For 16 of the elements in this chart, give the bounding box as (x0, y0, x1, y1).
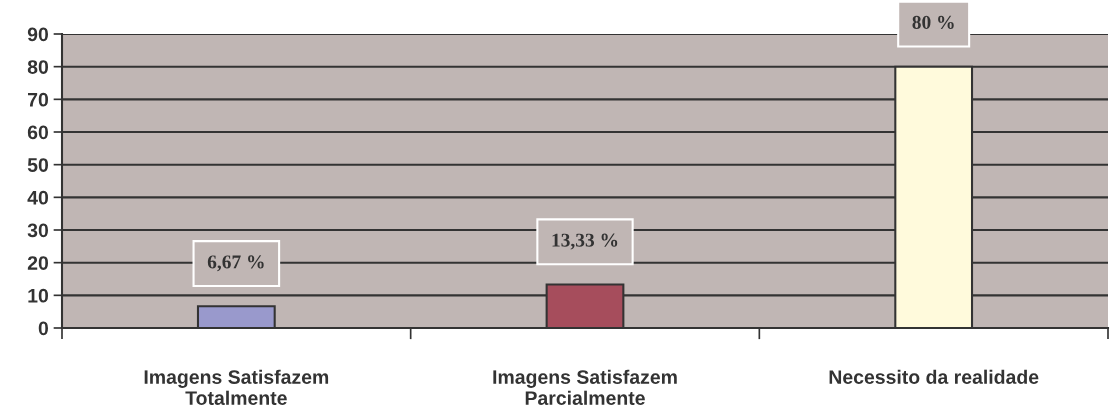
y-tick-label: 20 (27, 256, 49, 270)
data-label: 13,33 % (552, 233, 618, 250)
x-tick-label: Imagens Satisfazem Parcialmente (493, 369, 677, 405)
y-tick-label: 60 (27, 125, 49, 140)
x-tick-label: Imagens Satisfazem Totalmente (144, 369, 329, 405)
y-tick-label: 80 (27, 60, 49, 74)
y-tick-label: 0 (38, 321, 49, 336)
y-tick-label: 30 (27, 223, 49, 238)
x-tick-label: Necessito da realidade (829, 369, 1039, 384)
y-tick-label: 40 (27, 190, 49, 205)
y-tick-label: 90 (27, 27, 49, 42)
y-tick-label: 10 (28, 288, 49, 303)
y-tick-label: 70 (28, 92, 49, 107)
data-label: 80 % (912, 15, 954, 29)
y-tick-label: 50 (27, 158, 49, 172)
data-label: 6,67 % (207, 255, 264, 272)
